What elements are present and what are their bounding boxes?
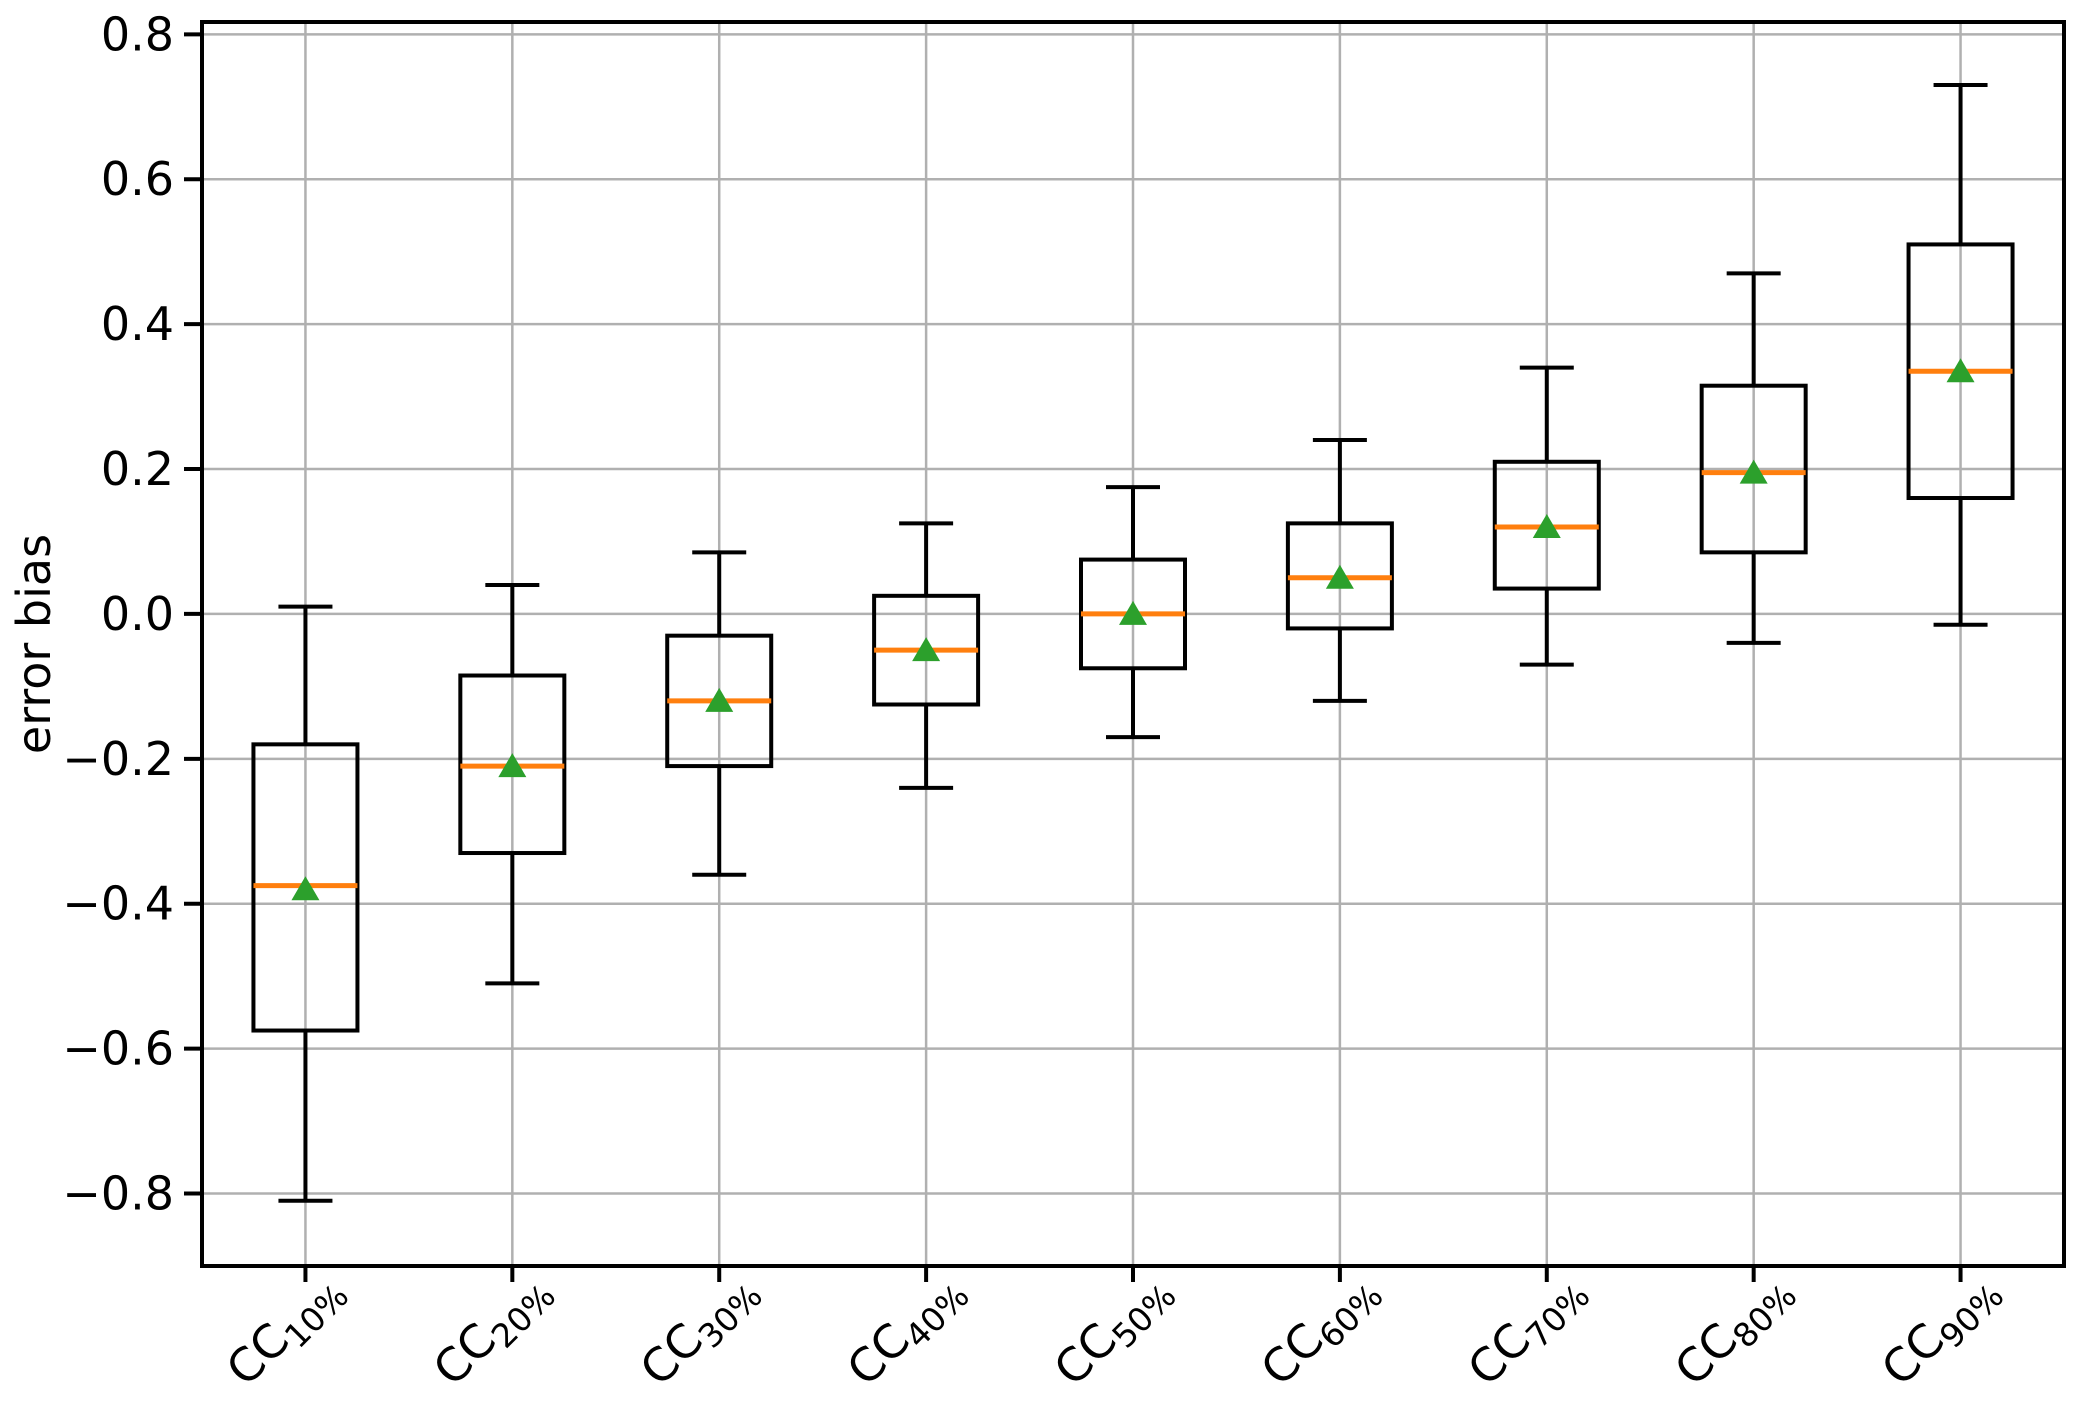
box-plot-cc40% xyxy=(872,521,981,790)
iqr-box xyxy=(1699,383,1808,555)
mean-marker xyxy=(705,687,734,712)
mean-marker xyxy=(1739,459,1768,484)
mean-marker xyxy=(291,876,320,901)
y-tick-label: 0.0 xyxy=(101,587,174,641)
box-plot-cc10% xyxy=(251,604,360,1203)
y-tick-label: −0.2 xyxy=(62,732,174,786)
mean-marker xyxy=(1532,513,1561,538)
y-tick-label: 0.8 xyxy=(101,7,174,61)
y-tick-label: −0.6 xyxy=(62,1022,174,1076)
mean-marker xyxy=(1325,564,1354,589)
box-plot-cc70% xyxy=(1492,365,1601,667)
y-tick-label: −0.8 xyxy=(62,1167,174,1221)
box-plot-cc20% xyxy=(458,582,567,986)
box-plot-cc50% xyxy=(1079,485,1187,740)
box-plot-cc80% xyxy=(1699,271,1808,645)
mean-marker xyxy=(912,637,941,662)
box-plot-cc30% xyxy=(665,550,774,877)
mean-marker xyxy=(498,753,527,778)
box-series-layer xyxy=(251,83,2015,1203)
mean-marker xyxy=(1946,358,1975,383)
box-plot-cc90% xyxy=(1906,83,2015,627)
box-plot-cc60% xyxy=(1285,438,1394,703)
mean-marker xyxy=(1119,600,1147,625)
y-tick-label: 0.2 xyxy=(101,442,174,496)
y-tick-label: 0.6 xyxy=(101,152,174,206)
y-tick-label: 0.4 xyxy=(101,297,174,351)
y-axis-label: error bias xyxy=(7,534,61,754)
y-tick-label: −0.4 xyxy=(62,877,174,931)
